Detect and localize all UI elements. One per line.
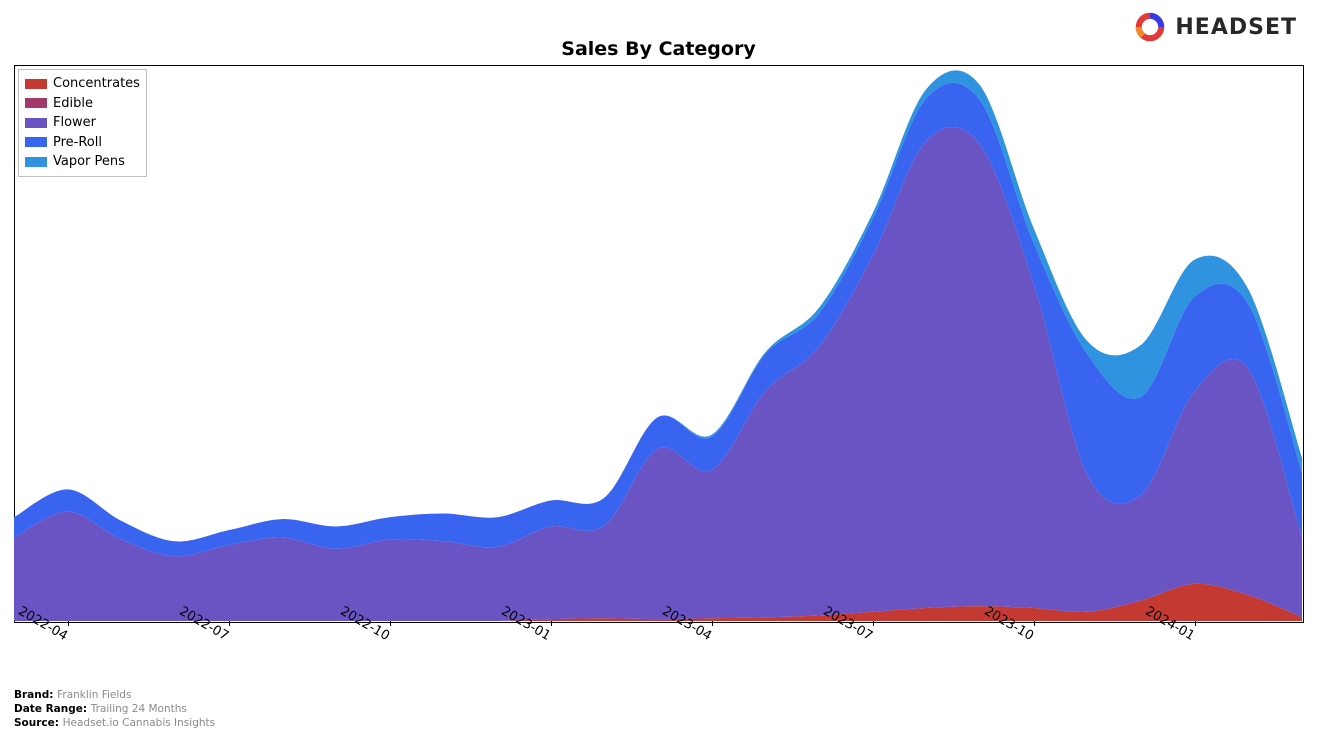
legend-swatch [25, 157, 47, 167]
footer-line: Date Range: Trailing 24 Months [14, 702, 215, 716]
x-tick-mark [390, 621, 391, 626]
legend-item: Edible [25, 94, 140, 114]
legend-item: Concentrates [25, 74, 140, 94]
x-tick-mark [712, 621, 713, 626]
legend-swatch [25, 79, 47, 89]
x-tick-mark [68, 621, 69, 626]
footer-label: Brand: [14, 689, 57, 701]
x-tick-mark [873, 621, 874, 626]
legend-label: Flower [53, 113, 96, 133]
footer-line: Brand: Franklin Fields [14, 688, 215, 702]
x-tick-mark [1034, 621, 1035, 626]
x-tick-mark [229, 621, 230, 626]
chart-footer: Brand: Franklin FieldsDate Range: Traili… [14, 688, 215, 731]
chart-legend: ConcentratesEdibleFlowerPre-RollVapor Pe… [18, 69, 147, 177]
legend-item: Pre-Roll [25, 133, 140, 153]
legend-swatch [25, 118, 47, 128]
legend-swatch [25, 137, 47, 147]
legend-label: Edible [53, 94, 93, 114]
legend-swatch [25, 98, 47, 108]
footer-line: Source: Headset.io Cannabis Insights [14, 716, 215, 730]
footer-value: Trailing 24 Months [91, 703, 187, 715]
footer-label: Date Range: [14, 703, 91, 715]
legend-label: Concentrates [53, 74, 140, 94]
legend-item: Vapor Pens [25, 152, 140, 172]
footer-value: Headset.io Cannabis Insights [63, 717, 215, 729]
legend-item: Flower [25, 113, 140, 133]
stacked-area-chart [0, 0, 1317, 742]
legend-label: Pre-Roll [53, 133, 102, 153]
footer-value: Franklin Fields [57, 689, 131, 701]
x-tick-mark [551, 621, 552, 626]
footer-label: Source: [14, 717, 63, 729]
legend-label: Vapor Pens [53, 152, 125, 172]
x-tick-mark [1195, 621, 1196, 626]
